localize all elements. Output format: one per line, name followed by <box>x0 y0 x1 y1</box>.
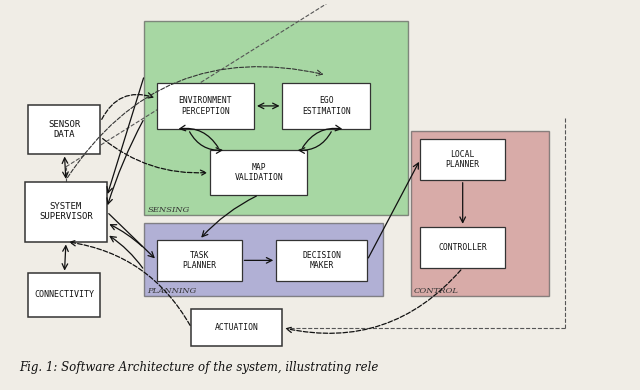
Text: Fig. 1: Software Architecture of the system, illustrating rele: Fig. 1: Software Architecture of the sys… <box>19 361 378 374</box>
FancyBboxPatch shape <box>28 105 100 154</box>
Text: SENSOR
DATA: SENSOR DATA <box>48 120 81 139</box>
Text: EGO
ESTIMATION: EGO ESTIMATION <box>302 96 351 115</box>
Text: CONTROLLER: CONTROLLER <box>438 243 487 252</box>
FancyBboxPatch shape <box>145 223 383 296</box>
Text: ENVIRONMENT
PERCEPTION: ENVIRONMENT PERCEPTION <box>179 96 232 115</box>
Text: PLANNING: PLANNING <box>148 287 197 295</box>
Text: CONNECTIVITY: CONNECTIVITY <box>35 291 95 300</box>
FancyBboxPatch shape <box>157 240 242 281</box>
Text: CONTROL: CONTROL <box>414 287 459 295</box>
Text: DECISION
MAKER: DECISION MAKER <box>302 251 341 270</box>
Text: TASK
PLANNER: TASK PLANNER <box>182 251 216 270</box>
FancyBboxPatch shape <box>157 83 254 129</box>
FancyBboxPatch shape <box>191 309 282 346</box>
FancyBboxPatch shape <box>420 139 505 180</box>
FancyBboxPatch shape <box>145 21 408 215</box>
FancyBboxPatch shape <box>211 150 307 195</box>
Text: MAP
VALIDATION: MAP VALIDATION <box>234 163 284 182</box>
Text: ACTUATION: ACTUATION <box>215 323 259 332</box>
Text: LOCAL
PLANNER: LOCAL PLANNER <box>445 150 480 169</box>
Text: SYSTEM
SUPERVISOR: SYSTEM SUPERVISOR <box>39 202 93 222</box>
FancyBboxPatch shape <box>28 273 100 317</box>
FancyBboxPatch shape <box>420 227 505 268</box>
FancyBboxPatch shape <box>25 182 107 242</box>
FancyBboxPatch shape <box>276 240 367 281</box>
FancyBboxPatch shape <box>411 131 549 296</box>
FancyBboxPatch shape <box>282 83 370 129</box>
Text: SENSING: SENSING <box>148 206 190 214</box>
